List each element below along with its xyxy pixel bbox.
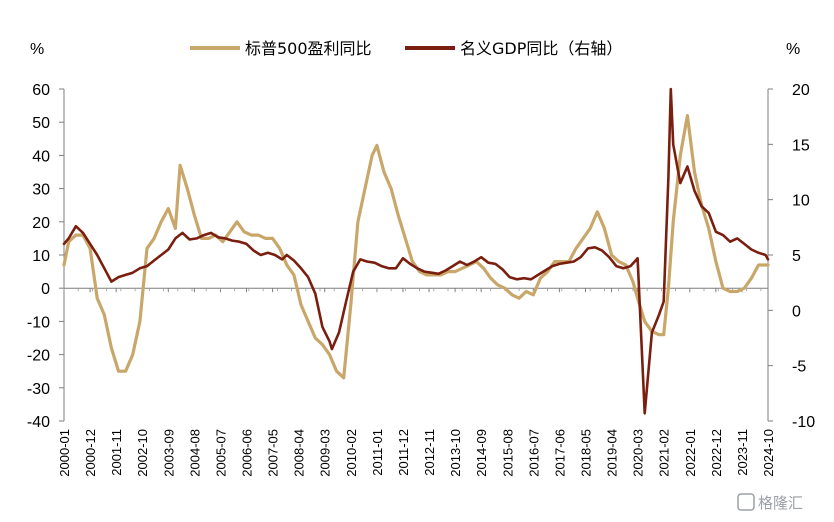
x-tick-label: 2014-09 <box>474 429 489 477</box>
watermark-logo-icon <box>737 493 755 511</box>
x-tick-label: 2021-02 <box>657 429 672 477</box>
x-tick-label: 2012-11 <box>422 429 437 476</box>
right-tick-label: 5 <box>792 248 801 265</box>
x-tick-label: 2004-08 <box>187 429 202 477</box>
x-tick-label: 2018-05 <box>578 429 593 477</box>
right-tick-label: 10 <box>792 193 810 210</box>
x-tick-label: 2013-10 <box>448 429 463 477</box>
x-tick-label: 2022-01 <box>683 429 698 477</box>
left-tick-label: -40 <box>27 414 50 431</box>
right-axis-unit: % <box>786 41 800 58</box>
x-tick-label: 2011-12 <box>396 429 411 476</box>
x-tick-label: 2001-11 <box>109 429 124 476</box>
x-tick-label: 2007-05 <box>266 429 281 477</box>
x-tick-label: 2008-04 <box>292 429 307 477</box>
axes: 6050403020100-10-20-30-4020151050-5-1020… <box>27 82 815 477</box>
x-tick-label: 2023-11 <box>735 429 750 476</box>
left-tick-label: 60 <box>32 82 50 99</box>
right-tick-label: 0 <box>792 303 801 320</box>
series-layer <box>62 87 770 415</box>
left-tick-label: 50 <box>32 115 50 132</box>
x-tick-label: 2003-09 <box>161 429 176 477</box>
watermark-text: 格隆汇 <box>758 494 803 512</box>
legend: 标普500盈利同比 名义GDP同比（右轴） <box>190 39 622 58</box>
x-tick-label: 2017-06 <box>552 429 567 477</box>
x-tick-label: 2009-03 <box>318 429 333 477</box>
x-tick-label: 2016-07 <box>526 429 541 477</box>
left-tick-label: 20 <box>32 215 50 232</box>
right-tick-label: 15 <box>792 137 810 154</box>
left-tick-label: -10 <box>27 314 50 331</box>
x-tick-label: 2005-07 <box>213 429 228 477</box>
right-tick-label: -5 <box>792 359 806 376</box>
series-line-nominal-gdp-yoy <box>62 87 770 415</box>
legend-label-sp500: 标普500盈利同比 <box>245 39 372 58</box>
right-tick-label: -10 <box>792 414 815 431</box>
left-tick-label: 10 <box>32 248 50 265</box>
x-tick-label: 2024-10 <box>761 429 776 477</box>
legend-label-gdp: 名义GDP同比（右轴） <box>460 39 622 58</box>
left-tick-label: 40 <box>32 148 50 165</box>
left-axis-unit: % <box>30 41 44 58</box>
right-tick-label: 20 <box>792 82 810 99</box>
left-tick-label: 0 <box>41 281 50 298</box>
left-tick-label: -30 <box>27 381 50 398</box>
x-tick-label: 2006-06 <box>240 429 255 477</box>
x-tick-label: 2022-12 <box>709 429 724 477</box>
watermark: 格隆汇 <box>737 493 803 512</box>
left-tick-label: -20 <box>27 348 50 365</box>
x-tick-label: 2000-12 <box>83 429 98 477</box>
x-tick-label: 2002-10 <box>135 429 150 477</box>
x-tick-label: 2019-04 <box>605 429 620 477</box>
x-tick-label: 2020-03 <box>631 429 646 477</box>
x-tick-label: 2015-08 <box>500 429 515 477</box>
left-tick-label: 30 <box>32 182 50 199</box>
x-tick-label: 2010-02 <box>344 429 359 477</box>
x-tick-label: 2000-01 <box>57 429 72 477</box>
x-tick-label: 2011-01 <box>370 429 385 476</box>
